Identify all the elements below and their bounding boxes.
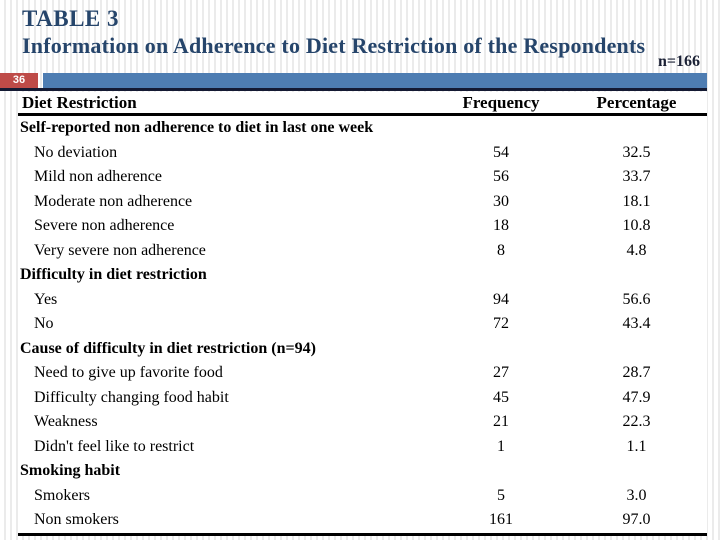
row-frequency-value: 45 [493,388,509,406]
row-frequency-value: 54 [493,143,509,161]
table-row: No 72 43.4 [18,312,707,337]
row-label: No [34,315,54,333]
row-frequency-value: 94 [493,290,509,308]
table-row: Need to give up favorite food 27 28.7 [18,361,707,386]
row-label: Severe non adherence [34,217,175,235]
row-label: Smoking habit [20,462,121,480]
row-label: No deviation [34,143,118,161]
table-body: Self-reported non adherence to diet in l… [18,116,707,533]
row-label: Smokers [34,486,90,504]
column-header-diet-restriction: Diet Restriction [22,93,137,112]
accent-bar [43,73,707,88]
row-label: Moderate non adherence [34,192,193,210]
table-row: Difficulty changing food habit 45 47.9 [18,386,707,411]
row-percentage-value: 3.0 [626,486,647,504]
table-row: Weakness 21 22.3 [18,410,707,435]
row-frequency-value: 161 [489,511,513,529]
row-label: Self-reported non adherence to diet in l… [20,119,374,137]
table-row: Non smokers 161 97.0 [18,508,707,533]
table-row: Difficulty in diet restriction [18,263,707,288]
table-number-heading: TABLE 3 [22,6,120,31]
table-row: Mild non adherence 56 33.7 [18,165,707,190]
row-percentage-value: 97.0 [622,511,651,529]
row-label: Weakness [34,413,98,431]
decorative-strip: 36 [0,73,707,91]
table-row: Cause of difficulty in diet restriction … [18,337,707,362]
row-percentage-value: 10.8 [622,217,651,235]
table-title-heading: Information on Adherence to Diet Restric… [22,33,646,58]
table-row: Self-reported non adherence to diet in l… [18,116,707,141]
row-frequency-value: 30 [493,192,509,210]
table-row: Yes 94 56.6 [18,288,707,313]
table-header-row: Diet Restriction Frequency Percentage [18,92,707,116]
row-frequency-value: 18 [493,217,509,235]
table-row: No deviation 54 32.5 [18,141,707,166]
row-percentage-value: 18.1 [622,192,651,210]
row-percentage-value: 4.8 [626,241,647,259]
row-frequency-value: 27 [493,364,509,382]
row-percentage-value: 47.9 [622,388,651,406]
column-header-frequency: Frequency [462,93,540,112]
row-frequency-value: 1 [497,437,505,455]
row-frequency-value: 8 [497,241,505,259]
row-label: Mild non adherence [34,168,162,186]
row-label: Very severe non adherence [34,241,206,259]
table-row: Severe non adherence 18 10.8 [18,214,707,239]
row-label: Non smokers [34,511,119,529]
slide-number-badge: 36 [0,73,38,88]
row-frequency-value: 5 [497,486,505,504]
row-percentage-value: 28.7 [622,364,651,382]
row-percentage-value: 43.4 [622,315,651,333]
row-percentage-value: 56.6 [622,290,651,308]
table-row: Didn't feel like to restrict 1 1.1 [18,435,707,460]
table-row: Smoking habit [18,459,707,484]
row-label: Need to give up favorite food [34,364,223,382]
row-label: Didn't feel like to restrict [34,437,195,455]
row-frequency-value: 72 [493,315,509,333]
slide-title-block: TABLE 3 Information on Adherence to Diet… [22,5,702,59]
row-frequency-value: 21 [493,413,509,431]
row-label: Difficulty in diet restriction [20,266,207,284]
row-label: Yes [34,290,58,308]
row-frequency-value: 56 [493,168,509,186]
row-percentage-value: 1.1 [626,437,647,455]
table-row: Smokers 5 3.0 [18,484,707,509]
table-row: Moderate non adherence 30 18.1 [18,190,707,215]
column-header-percentage: Percentage [596,93,677,112]
row-label: Difficulty changing food habit [34,388,229,406]
row-label: Cause of difficulty in diet restriction … [20,339,316,357]
sample-size-label: n=166 [657,53,700,70]
table-row: Very severe non adherence 8 4.8 [18,239,707,264]
adherence-table: Diet Restriction Frequency Percentage Se… [18,92,707,536]
row-percentage-value: 22.3 [622,413,651,431]
row-percentage-value: 32.5 [622,143,651,161]
row-percentage-value: 33.7 [622,168,651,186]
